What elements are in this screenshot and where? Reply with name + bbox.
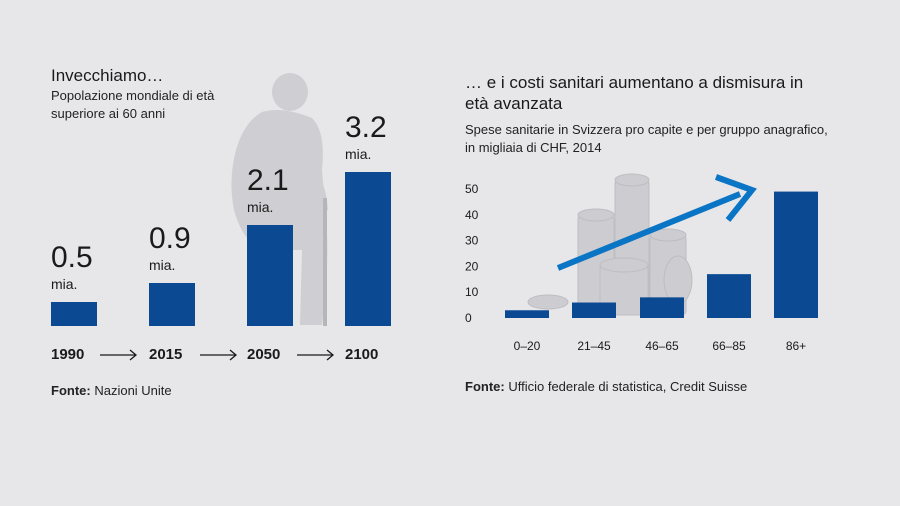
- cost-bar: [707, 274, 751, 318]
- y-tick-label: 30: [465, 234, 479, 248]
- right-title-line1: … e i costi sanitari aumentano a dismisu…: [465, 73, 804, 92]
- population-bar: [51, 302, 97, 326]
- y-tick-label: 0: [465, 311, 472, 325]
- value-unit-label: mia.: [149, 256, 176, 273]
- y-tick-label: 20: [465, 259, 479, 273]
- health-cost-bar-chart: 0 10 20 30 40 50 0–20 21–45 46–65 66–85 86+: [465, 173, 818, 353]
- year-label: 1990: [51, 346, 85, 363]
- population-bar: [149, 282, 195, 326]
- trend-arrow-icon: [556, 174, 757, 271]
- cost-bar: [572, 302, 616, 318]
- y-tick-label: 50: [465, 182, 479, 196]
- left-subtitle: Popolazione mondiale di età superiore ai…: [51, 87, 214, 123]
- left-source: Fonte: Nazioni Unite: [51, 383, 172, 398]
- population-bar: [247, 225, 293, 326]
- right-source-text: Ufficio federale di statistica, Credit S…: [504, 379, 748, 394]
- right-source: Fonte: Ufficio federale di statistica, C…: [465, 379, 747, 394]
- right-chart-panel: … e i costi sanitari aumentano a dismisu…: [440, 0, 900, 506]
- x-category-label: 86+: [786, 339, 806, 353]
- left-subtitle-line1: Popolazione mondiale di età: [51, 88, 215, 103]
- left-chart-panel: Invecchiamo… Popolazione mondiale di età…: [0, 0, 440, 506]
- left-source-label: Fonte:: [51, 383, 91, 398]
- right-title-line2: età avanzata: [465, 94, 563, 113]
- population-bar: [345, 172, 391, 326]
- arrow-right-icon: [100, 349, 138, 361]
- value-unit-label: mia.: [247, 199, 274, 216]
- right-subtitle-line1: Spese sanitarie in Svizzera pro capite e…: [465, 122, 828, 137]
- x-category-label: 21–45: [577, 339, 611, 353]
- arrow-right-icon: [297, 349, 335, 361]
- left-source-text: Nazioni Unite: [90, 383, 172, 398]
- value-unit-label: mia.: [51, 276, 78, 292]
- arrow-right-icon: [200, 349, 238, 361]
- value-label: 3.2: [345, 111, 387, 145]
- value-label: 0.9: [149, 221, 191, 255]
- year-label: 2050: [247, 346, 281, 363]
- x-category-label: 46–65: [645, 339, 679, 353]
- left-title: Invecchiamo…: [51, 66, 164, 85]
- year-label: 2100: [345, 346, 379, 363]
- right-source-label: Fonte:: [465, 379, 505, 394]
- cost-bar: [505, 310, 549, 318]
- x-category-label: 66–85: [712, 339, 746, 353]
- cost-bar: [774, 191, 818, 318]
- x-category-label: 0–20: [514, 339, 541, 353]
- right-title: … e i costi sanitari aumentano a dismisu…: [465, 72, 803, 114]
- left-subtitle-line2: superiore ai 60 anni: [51, 106, 166, 121]
- value-label: 0.5: [51, 241, 93, 274]
- y-tick-label: 10: [465, 285, 479, 299]
- y-tick-label: 40: [465, 208, 479, 222]
- elderly-person-silhouette-icon: [231, 73, 328, 326]
- right-subtitle: Spese sanitarie in Svizzera pro capite e…: [465, 121, 828, 157]
- value-label: 2.1: [247, 164, 289, 198]
- value-unit-label: mia.: [345, 146, 372, 163]
- cost-bar: [640, 297, 684, 318]
- right-subtitle-line2: in migliaia di CHF, 2014: [465, 140, 602, 155]
- year-label: 2015: [149, 346, 183, 363]
